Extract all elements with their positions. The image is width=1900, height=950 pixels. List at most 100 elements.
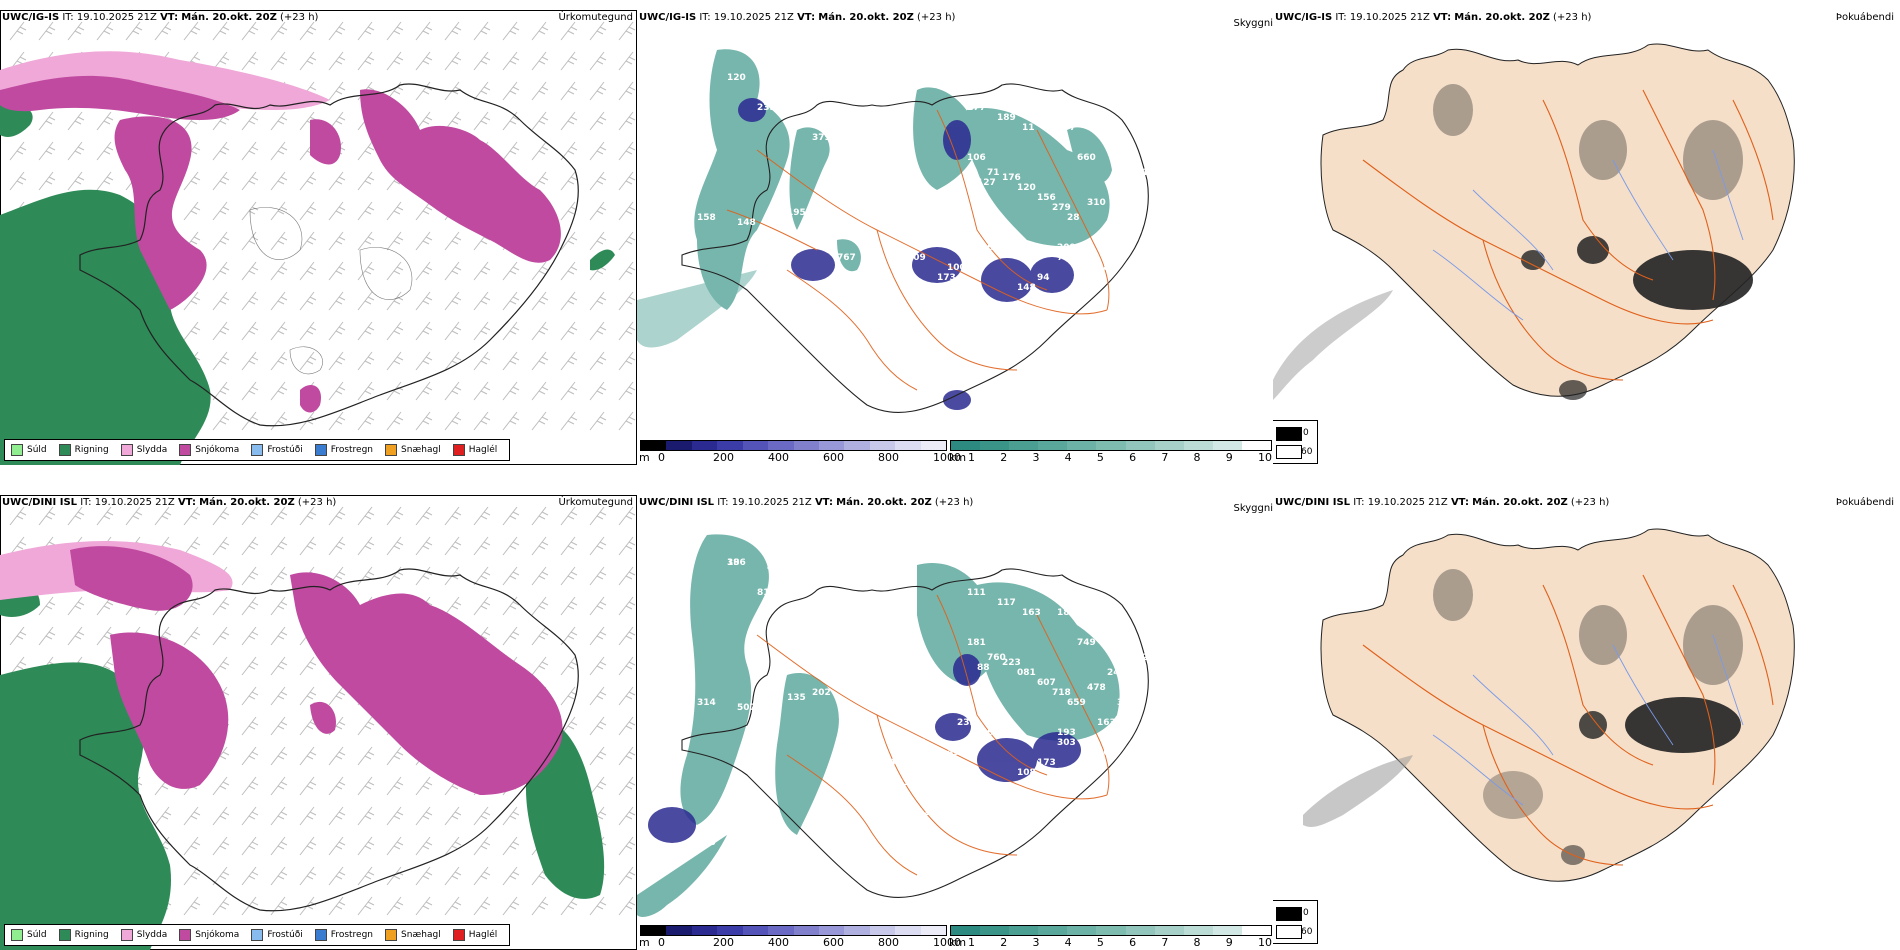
wind-barb xyxy=(270,536,288,556)
roads xyxy=(1362,89,1774,381)
vt-value: Mán. 20.okt. 20Z xyxy=(181,12,277,23)
height-label: 296 xyxy=(867,263,886,273)
wind-barb xyxy=(386,806,404,826)
colorbar-segment xyxy=(920,926,947,935)
height-label: 163 xyxy=(1022,608,1041,618)
wind-barb xyxy=(328,261,346,281)
wind-barb xyxy=(241,536,259,556)
terrain-contours xyxy=(249,207,413,375)
colorbar-tick: 8 xyxy=(1193,451,1201,464)
it-label: IT: xyxy=(699,12,711,23)
wind-barb xyxy=(299,291,317,311)
height-label: 181 xyxy=(967,638,986,648)
wind-barb xyxy=(241,171,259,191)
wind-barb xyxy=(241,141,259,161)
wind-barb xyxy=(270,836,288,856)
wind-barb xyxy=(357,321,375,341)
colorbar-segment xyxy=(1009,926,1039,935)
colorbar-segment xyxy=(793,441,819,450)
wind-barb xyxy=(299,806,317,826)
wind-barb xyxy=(531,351,549,371)
wind-barb xyxy=(415,806,433,826)
rain-area xyxy=(0,103,33,137)
vt-value: Mán. 20.okt. 20Z xyxy=(199,497,295,508)
colorbar-tick: 6 xyxy=(1129,451,1137,464)
legend-swatch xyxy=(314,444,327,456)
wind-barb xyxy=(618,506,636,526)
legend-item: Snjókoma xyxy=(179,444,239,456)
wind-barb xyxy=(415,866,433,886)
height-label: 71 xyxy=(987,168,1000,178)
panel-title-3: UWC/IG-IS IT: 19.10.2025 21Z VT: Mán. 20… xyxy=(1275,12,1591,23)
wind-barb xyxy=(618,411,636,431)
wind-barb xyxy=(212,321,230,341)
wind-barb xyxy=(618,746,636,766)
fog-map-2 xyxy=(1303,528,1795,882)
wind-barb xyxy=(502,261,520,281)
roads xyxy=(726,109,1110,391)
wind-barb xyxy=(357,201,375,221)
legend-item: Snjókoma xyxy=(179,929,239,941)
it-label: IT: xyxy=(62,12,74,23)
wind-barb xyxy=(618,896,636,916)
height-label: 28 xyxy=(1067,213,1080,223)
height-label: 88 xyxy=(977,663,990,673)
wind-barb xyxy=(299,261,317,281)
wind-barb xyxy=(299,171,317,191)
vis-panel-2: UWC/DINI ISL IT: 19.10.2025 21Z VT: Mán.… xyxy=(637,495,1273,950)
lead-time: (+23 h) xyxy=(934,497,974,508)
colorbar-segment xyxy=(920,441,947,450)
wind-barb xyxy=(589,686,607,706)
wind-barb xyxy=(618,21,636,41)
wind-barb xyxy=(473,866,491,886)
wind-barb xyxy=(299,231,317,251)
colorbar-segment xyxy=(641,441,667,450)
wind-barb xyxy=(618,111,636,131)
wind-barb xyxy=(212,231,230,251)
colorbar-segment xyxy=(742,926,769,935)
wind-barb xyxy=(502,21,520,41)
wind-barb xyxy=(96,21,114,41)
wind-barb xyxy=(357,231,375,251)
height-labels: 120 129 17 235 379 999 556 128 195 148 158 767 296 90… xyxy=(697,73,1161,343)
colorbar-tick: 5 xyxy=(1096,451,1104,464)
vt-value: Mán. 20.okt. 20Z xyxy=(836,497,932,508)
wind-barb xyxy=(531,411,549,431)
wind-barb xyxy=(589,381,607,401)
height-label: 718 xyxy=(1052,688,1071,698)
wind-barb xyxy=(241,596,259,616)
height-label: 500 xyxy=(1127,658,1146,668)
snow-area xyxy=(110,632,229,789)
colorbar-segment xyxy=(768,926,794,935)
wind-barb xyxy=(415,231,433,251)
colorbar-segment xyxy=(641,926,667,935)
colorbar-tick: 800 xyxy=(878,936,899,949)
wind-barb xyxy=(502,566,520,586)
wind-barb xyxy=(183,836,201,856)
height-label: 94 xyxy=(1037,273,1050,283)
wind-barb xyxy=(241,381,259,401)
wind-barb xyxy=(560,201,578,221)
wind-barb xyxy=(241,351,259,371)
wind-barb xyxy=(531,896,549,916)
legend-label: Rigning xyxy=(74,445,109,455)
height-label: 127 xyxy=(977,178,996,188)
height-unit: m xyxy=(639,936,650,949)
colorbar-tick: 600 xyxy=(823,451,844,464)
legend-item: Frostregn xyxy=(314,929,373,941)
wind-barb xyxy=(502,896,520,916)
height-label: 189 xyxy=(997,113,1016,123)
wind-barb xyxy=(241,321,259,341)
colorbar-tick: 1000 xyxy=(933,936,961,949)
wind-barb xyxy=(560,291,578,311)
wind-barb xyxy=(386,261,404,281)
height-label: 136 xyxy=(1077,758,1096,768)
wind-barb xyxy=(618,231,636,251)
legend-item: Haglél xyxy=(452,929,497,941)
model-name: UWC/IG-IS xyxy=(1275,12,1333,23)
colorbar-tick: 3 xyxy=(1032,936,1040,949)
height-label: 279 xyxy=(1052,203,1071,213)
height-label: 403 xyxy=(1117,213,1136,223)
wind-barb xyxy=(560,686,578,706)
legend-label: Slydda xyxy=(136,445,168,455)
